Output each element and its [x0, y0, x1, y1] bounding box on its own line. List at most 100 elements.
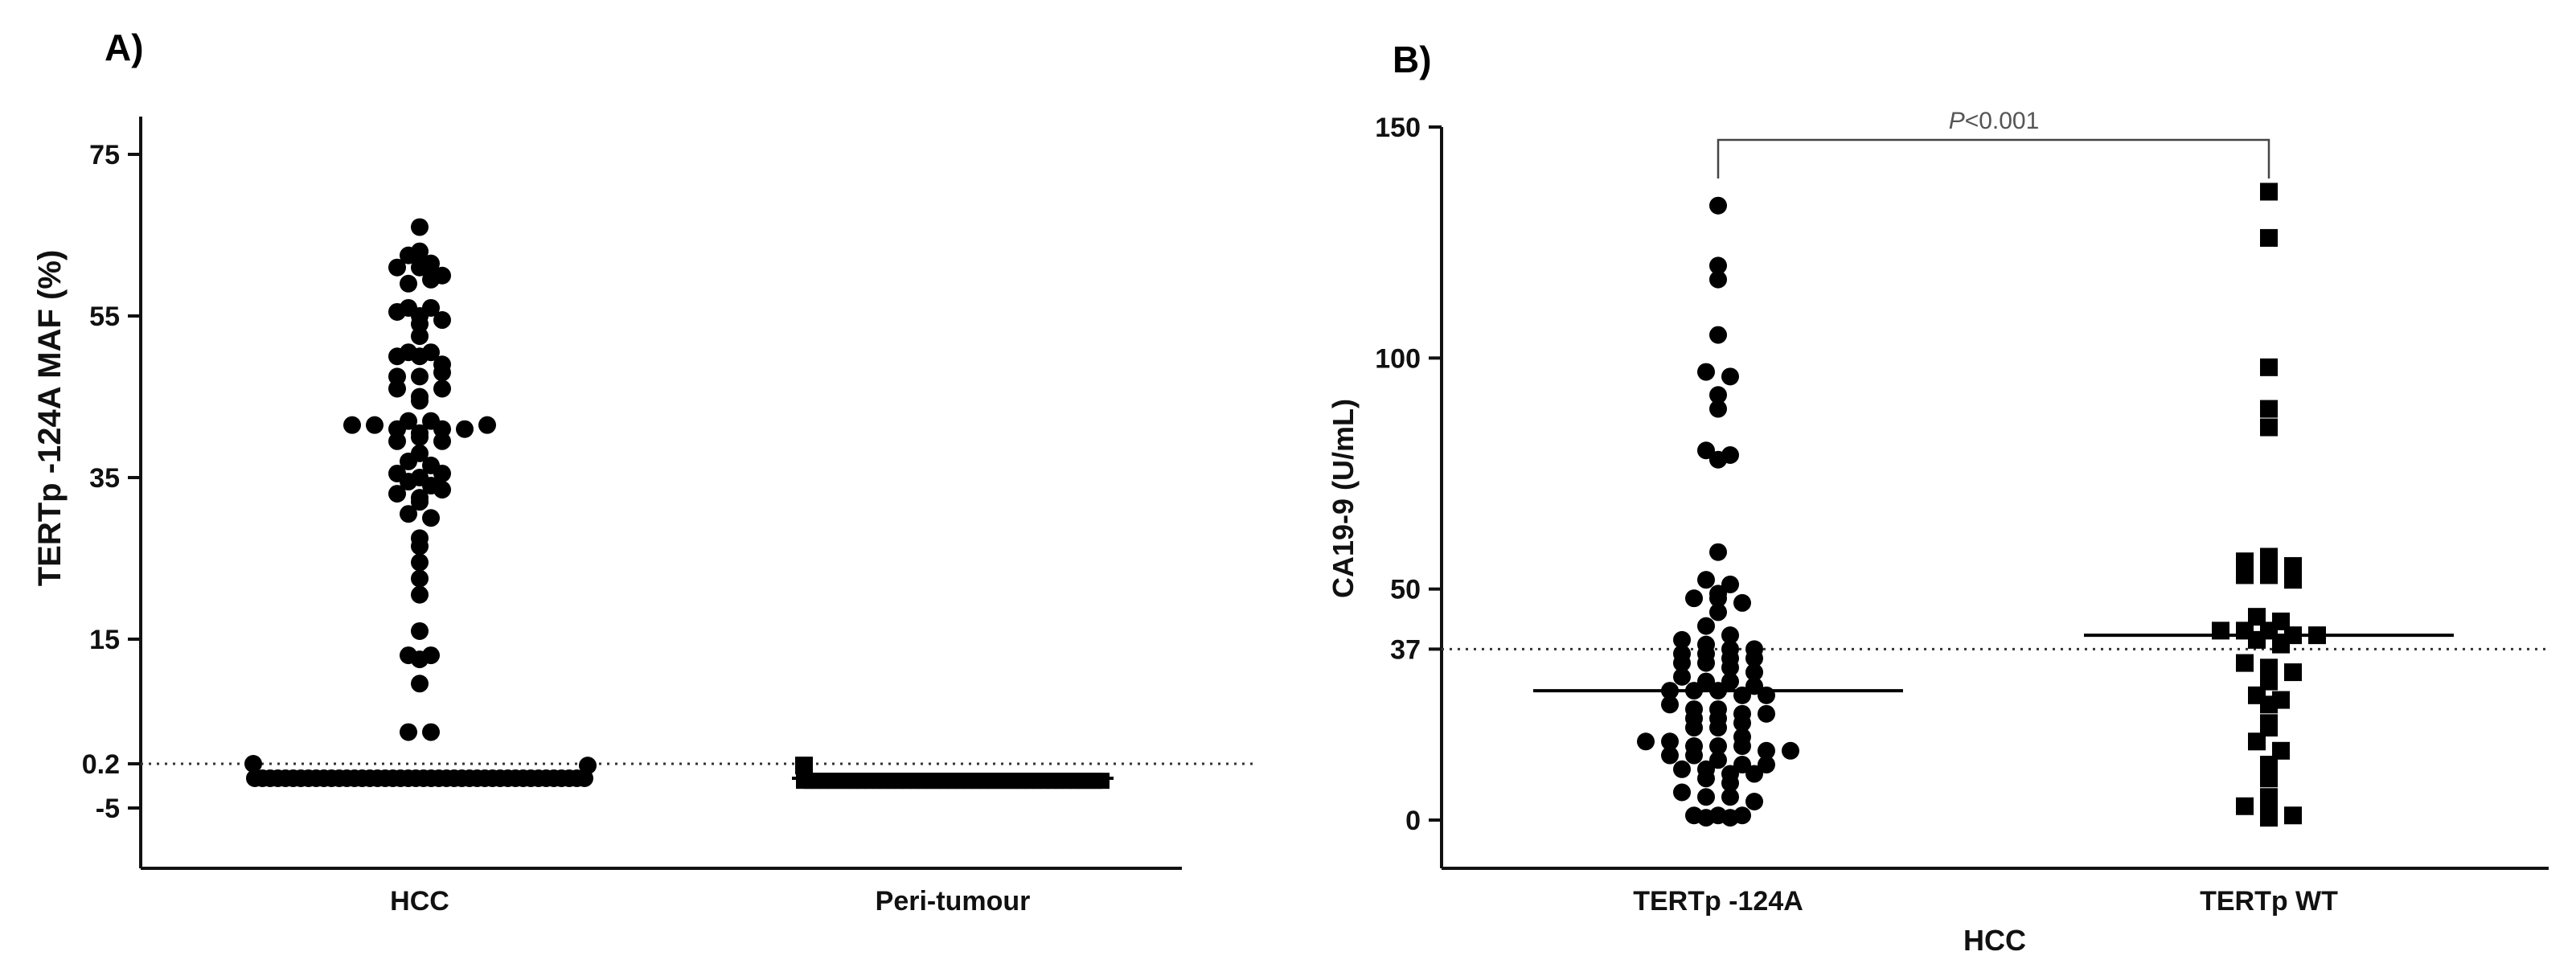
- panel-b-y-tick-label: 150: [1375, 113, 1421, 143]
- panel-a-hcc-point: [411, 493, 429, 511]
- panel-b-mutant-point: [1709, 543, 1727, 561]
- panel-a-hcc-point: [400, 274, 417, 293]
- panel-a-hcc-point: [400, 452, 417, 470]
- panel-b-wt-point: [2284, 556, 2302, 575]
- panel-b-wt-point: [2284, 806, 2302, 825]
- panel-b-x-axis-title: HCC: [1963, 924, 2026, 957]
- panel-b-mutant-point: [1697, 672, 1715, 691]
- panel-b-y-tick-label: 100: [1375, 343, 1421, 374]
- panel-a-y-tick-label: 15: [89, 625, 120, 655]
- panel-b-mutant-point: [1709, 326, 1727, 344]
- panel-b-mutant-point: [1721, 626, 1739, 645]
- panel-b-mutant-point: [1721, 672, 1739, 691]
- panel-b-wt-point: [2260, 183, 2278, 201]
- panel-b-wt-point: [2272, 741, 2290, 760]
- panel-b-y-tick-label: 50: [1390, 575, 1421, 605]
- panel-b-mutant-point: [1697, 363, 1715, 381]
- panel-b-wt-point: [2260, 695, 2278, 714]
- panel-a-hcc-point: [433, 481, 451, 499]
- p-value-prefix: P: [1949, 108, 1965, 134]
- panel-a-hcc-point: [579, 757, 597, 775]
- panel-a-hcc-point: [433, 464, 451, 482]
- panel-a-hcc-point: [422, 298, 440, 317]
- panel-a-hcc-point: [411, 327, 429, 346]
- panel-b-wt-point: [2284, 663, 2302, 682]
- panel-b-mutant-point: [1733, 593, 1751, 612]
- panel-b-mutant-point: [1709, 196, 1727, 215]
- panel-a-hcc-point: [411, 675, 429, 693]
- panel-a-hcc-point: [411, 553, 429, 572]
- panel-a-hcc-point: [388, 420, 406, 438]
- panel-a-hcc-point: [411, 585, 429, 604]
- panel-b-mutant-point: [1709, 751, 1727, 769]
- panel-b-p-value: P<0.001: [1949, 108, 2040, 134]
- panel-b-mutant-point: [1697, 617, 1715, 635]
- panel-a: TERTp -124A MAF (%) HCC Peri-tumour -5 0.…: [32, 117, 1254, 917]
- panel-a-hcc-point: [478, 416, 496, 434]
- panel-a-y-tick-label: 75: [89, 140, 120, 170]
- panel-a-hcc-point: [433, 311, 451, 330]
- panel-b-wt-point: [2260, 788, 2278, 806]
- panel-b-mutant-point: [1661, 695, 1679, 714]
- panel-b-wt-point: [2284, 571, 2302, 589]
- panel-b-mutant-point: [1661, 746, 1679, 765]
- panel-b-wt-point: [2260, 418, 2278, 437]
- panel-b-mutant-point: [1733, 737, 1751, 756]
- panel-a-peri-point: [795, 757, 813, 775]
- panel-b-mutant-point: [1697, 654, 1715, 672]
- panel-b-wt-point: [2260, 672, 2278, 691]
- panel-b-mutant-point: [1733, 756, 1751, 774]
- panel-a-hcc-point: [388, 347, 406, 366]
- panel-b-wt-point: [2260, 769, 2278, 788]
- panel-b-mutant-point: [1685, 589, 1703, 608]
- panel-a-hcc-point: [388, 379, 406, 398]
- panel-b-mutant-point: [1758, 741, 1775, 760]
- panel-a-hcc-point: [388, 367, 406, 386]
- panel-a-y-tick-label: 35: [89, 463, 120, 494]
- panel-b-mutant-point: [1721, 788, 1739, 806]
- panel-a-hcc-point: [411, 218, 429, 236]
- panel-b-x-category-mutant: TERTp -124A: [1633, 886, 1803, 917]
- panel-b-mutant-point: [1721, 809, 1739, 827]
- panel-b-wt-point: [2260, 719, 2278, 737]
- panel-b-mutant-point: [1637, 732, 1655, 751]
- panel-a-hcc-point: [411, 428, 429, 446]
- panel-a-hcc-point: [411, 650, 429, 669]
- panel-b-mutant-point: [1758, 756, 1775, 774]
- panel-a-peri-point-below: [1093, 773, 1110, 790]
- panel-b-mutant-point: [1709, 719, 1727, 737]
- panel-b-significance-bracket: [1717, 138, 2270, 178]
- panel-a-y-tick-label: 0.2: [82, 749, 120, 780]
- panel-b-mutant-point: [1685, 719, 1703, 737]
- panel-b-mutant-point: [1782, 741, 1799, 760]
- panel-b-mutant-point: [1709, 603, 1727, 621]
- panel-b-y-tick-label: 0: [1405, 806, 1421, 836]
- panel-b-wt-point: [2260, 400, 2278, 418]
- panel-b-mutant-point: [1673, 667, 1691, 686]
- panel-b-mutant-point: [1745, 765, 1763, 783]
- panel-a-hcc-point: [422, 723, 440, 741]
- panel-b-x-category-wt: TERTp WT: [2200, 886, 2338, 917]
- panel-a-hcc-point: [411, 347, 429, 366]
- panel-b-wt-point: [2260, 358, 2278, 376]
- panel-b-mutant-point: [1721, 575, 1739, 593]
- panel-a-hcc-point: [400, 473, 417, 491]
- panel-b-y-tick-label: 37: [1390, 634, 1421, 665]
- panel-b-mutant-point: [1709, 589, 1727, 608]
- panel-b-mutant-point: [1697, 788, 1715, 806]
- panel-a-hcc-point: [411, 367, 429, 386]
- panel-b-mutant-point: [1697, 571, 1715, 589]
- panel-a-hcc-point: [411, 569, 429, 588]
- panel-b-mutant-point: [1673, 760, 1691, 778]
- panel-a-hcc-point: [433, 363, 451, 382]
- panel-a-x-category-hcc: HCC: [390, 886, 449, 917]
- panel-a-hcc-point: [366, 416, 384, 434]
- panel-a-hcc-point: [343, 416, 361, 434]
- panel-a-hcc-point: [456, 420, 474, 438]
- panel-b-wt-point: [2236, 566, 2254, 584]
- panel-b-wt-point: [2272, 635, 2290, 654]
- panel-a-hcc-point: [433, 420, 451, 438]
- panel-a-hcc-point: [433, 379, 451, 398]
- panel-a-hcc-point: [400, 505, 417, 523]
- panel-b-wt-point: [2260, 566, 2278, 584]
